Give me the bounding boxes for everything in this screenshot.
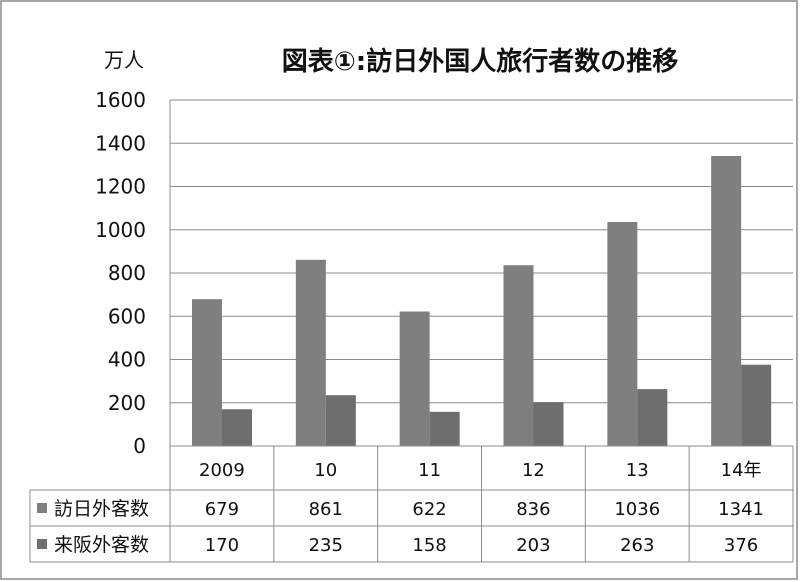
bar-series2 — [637, 389, 668, 446]
category-label: 10 — [314, 460, 337, 481]
data-label: 235 — [309, 535, 343, 556]
category-label: 13 — [626, 460, 649, 481]
y-axis-ticks: 0 200 400 600 800 1000 1200 1400 1600 — [95, 88, 146, 458]
data-label: 203 — [516, 535, 550, 556]
data-label: 263 — [620, 535, 654, 556]
bar-series2 — [429, 411, 460, 446]
bars — [192, 156, 772, 447]
bar-series1 — [192, 299, 222, 446]
bar-series1 — [399, 311, 430, 446]
bar-series1 — [607, 221, 638, 446]
data-label: 1341 — [718, 499, 764, 520]
y-tick-label: 1200 — [95, 175, 146, 199]
data-label: 158 — [412, 535, 446, 556]
legend-key — [37, 539, 47, 549]
bar-series2 — [741, 364, 772, 446]
category-label: 14年 — [721, 460, 762, 481]
data-label: 1036 — [614, 499, 660, 520]
data-label: 170 — [205, 535, 239, 556]
category-label: 2009 — [199, 460, 245, 481]
y-axis-unit: 万人 — [104, 48, 144, 72]
y-tick-label: 600 — [108, 304, 146, 328]
y-tick-label: 1000 — [95, 218, 146, 242]
y-tick-label: 200 — [108, 391, 146, 415]
bar-series1 — [295, 259, 326, 446]
y-tick-label: 1400 — [95, 131, 146, 155]
bar-series1 — [711, 156, 742, 447]
bar-series2 — [325, 395, 356, 446]
data-label: 376 — [724, 535, 758, 556]
y-tick-label: 400 — [108, 348, 146, 372]
y-tick-label: 800 — [108, 261, 146, 285]
data-label: 622 — [412, 499, 446, 520]
category-label: 12 — [522, 460, 545, 481]
bar-series1 — [503, 265, 534, 446]
legend-label: 訪日外客数 — [54, 498, 149, 520]
bar-series2 — [222, 409, 252, 446]
y-tick-label: 0 — [133, 434, 146, 458]
data-label: 836 — [516, 499, 550, 520]
legend-key — [37, 503, 47, 513]
bar-series2 — [533, 402, 564, 446]
data-label: 861 — [309, 499, 343, 520]
data-label: 679 — [205, 499, 239, 520]
legend-label: 来阪外客数 — [54, 534, 149, 556]
chart-title: 図表①:訪日外国人旅行者数の推移 — [282, 46, 678, 77]
y-tick-label: 1600 — [95, 88, 146, 112]
category-label: 11 — [418, 460, 441, 481]
